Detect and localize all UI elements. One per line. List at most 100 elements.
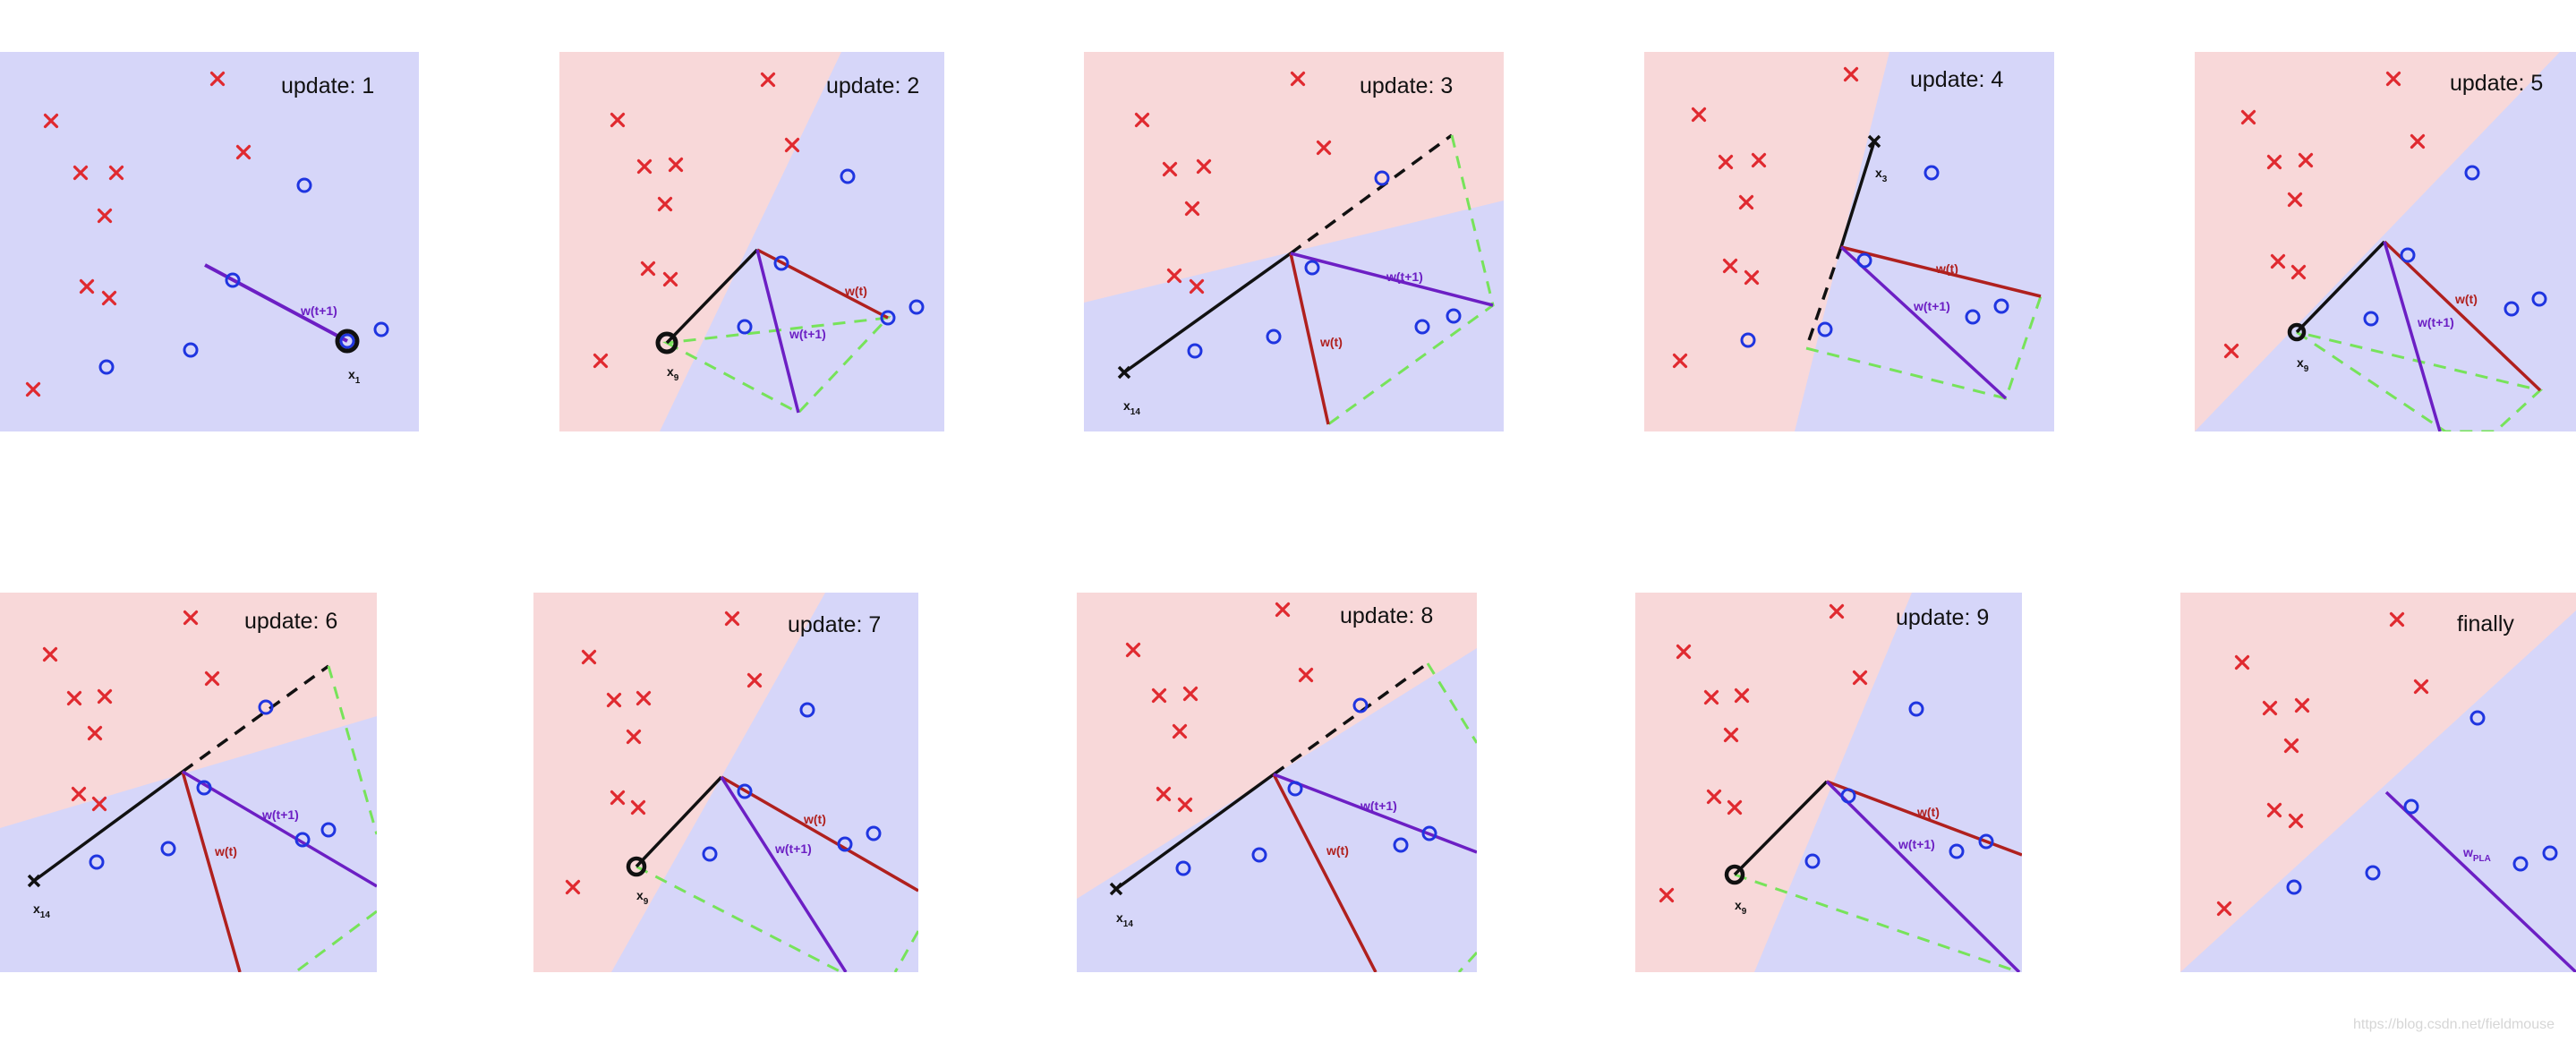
panel-7-cross-point: [630, 799, 646, 816]
panel-2-w-t-vector: [756, 248, 889, 320]
panel-6-red-region: [0, 593, 377, 828]
panel-10-cross-point: [2266, 802, 2282, 818]
panel-2-cross-point: [640, 260, 656, 277]
panel-5-cross-point: [2270, 253, 2286, 269]
panel-6-circle-point: [258, 699, 274, 715]
panel-2-cross-point: [784, 137, 800, 153]
panel-10-cross-point: [2234, 654, 2250, 670]
panel-9-cross-point: [1852, 670, 1868, 686]
panel-5-cross-point: [2223, 343, 2239, 359]
panel-3-cross-point: [1184, 201, 1200, 217]
panel-7-sum-dash-right: [893, 930, 918, 972]
panel-3-x-vector: [1122, 252, 1292, 374]
panel-1-cross-point: [209, 71, 226, 87]
panel-update-2: update: 2 w(t) w(t+1) x9: [559, 52, 944, 431]
panel-7-w-t1-vector: [720, 776, 848, 972]
panel-5-x-label: x9: [2297, 355, 2309, 374]
panel-2-w-t-label: w(t): [844, 284, 867, 298]
panel-3-circle-point: [1414, 319, 1430, 335]
panel-6-cross-point: [71, 786, 87, 802]
panel-6-circle-point: [320, 822, 337, 838]
panel-4-w-t-vector: [1840, 245, 2042, 298]
misclassified-cross-marker: [1117, 365, 1131, 380]
panel-6-x-label: x14: [33, 901, 50, 920]
panel-8-circle-point: [1393, 837, 1409, 853]
panel-5-cross-point: [2287, 192, 2303, 208]
panel-2-cross-point: [593, 353, 609, 369]
panel-8-circle-point: [1287, 781, 1303, 797]
panel-10-cross-point: [2216, 901, 2232, 917]
panel-3-x-label: x14: [1123, 398, 1140, 417]
panel-2-x-vector: [665, 248, 759, 345]
panel-update-7: update: 7 w(t) w(t+1) x9: [533, 593, 918, 972]
panel-5-w-t-label: w(t): [2454, 292, 2478, 306]
panel-4-cross-point: [1722, 258, 1738, 274]
panel-7-cross-point: [635, 690, 652, 706]
panel-4-circle-point: [1856, 252, 1872, 269]
misclassified-cross-marker: [1867, 134, 1881, 149]
panel-7-cross-point: [724, 611, 740, 627]
panel-9-x-label: x9: [1735, 898, 1747, 917]
panel-1-x-label: x1: [348, 367, 361, 386]
panel-2-x-point-outline: [655, 331, 678, 354]
panel-6-cross-point: [87, 725, 103, 741]
panel-10-cross-point: [2288, 813, 2304, 829]
panel-10-cross-point: [2389, 611, 2405, 628]
panel-3-circle-point: [1304, 260, 1320, 276]
panel-6-circle-point: [89, 854, 105, 870]
panel-4-cross-point: [1744, 269, 1760, 286]
panel-1-circle-point: [225, 272, 241, 288]
panel-9-title: update: 9: [1896, 605, 1989, 630]
panel-4-w-t1-label: w(t+1): [1913, 299, 1950, 313]
panel-6-cross-point: [183, 610, 199, 626]
panel-5-cross-point: [2385, 71, 2401, 87]
panel-9-cross-point: [1734, 688, 1750, 704]
panel-5-cross-point: [2298, 152, 2314, 168]
panel-9-w-t-vector: [1826, 780, 2022, 857]
panel-9-x-point-outline: [1724, 864, 1745, 885]
panel-1-cross-point: [108, 165, 124, 181]
panel-5-red-region: [2195, 52, 2560, 431]
panel-5-cross-point: [2240, 109, 2256, 125]
panel-7-circle-point: [866, 825, 882, 841]
panel-5-x-vector: [2295, 240, 2386, 334]
panel-4-cross-point: [1672, 353, 1688, 369]
panel-7-cross-point: [606, 692, 622, 708]
panel-6-cross-point: [91, 796, 107, 812]
panel-8-sum-dash-lower: [1457, 951, 1477, 972]
panel-10-cross-point: [2294, 697, 2310, 713]
panel-10-circle-point: [2286, 879, 2302, 895]
panel-5-circle-point: [2400, 247, 2416, 263]
panel-6-circle-point: [196, 780, 212, 796]
panel-3-cross-point: [1166, 268, 1182, 284]
panel-7-title: update: 7: [788, 612, 881, 637]
panel-6-sum-dash-lower: [294, 910, 377, 972]
panel-1-cross-point: [43, 113, 59, 129]
panel-3-cross-point: [1134, 112, 1150, 128]
panel-10-cross-point: [2262, 700, 2278, 716]
panel-2-x-label: x9: [667, 364, 679, 383]
panel-3-title: update: 3: [1360, 73, 1453, 98]
panel-6-w-t1-vector: [182, 770, 377, 888]
panel-3-circle-point: [1446, 308, 1462, 324]
panel-2-cross-point: [657, 196, 673, 212]
panel-4-x-vector: [1839, 141, 1876, 248]
panel-3-red-region: [1084, 52, 1504, 303]
panel-6-w-t-label: w(t): [214, 844, 237, 858]
panel-10-cross-point: [2413, 679, 2429, 695]
panel-2-cross-point: [668, 157, 684, 173]
panel-9-red-region: [1635, 593, 1912, 972]
panel-8-sum-dash: [1426, 662, 1477, 744]
panel-4-cross-point: [1751, 152, 1767, 168]
panel-8-w-t-label: w(t): [1326, 843, 1349, 858]
panel-7-x-point-outline: [626, 856, 647, 877]
panel-5-w-t1-label: w(t+1): [2417, 315, 2454, 329]
panel-2-circle-point: [737, 319, 753, 335]
panel-5-title: update: 5: [2450, 71, 2543, 96]
panel-2-circle-point: [840, 168, 856, 184]
panel-update-6: update: 6 w(t) w(t+1) x14: [0, 593, 377, 972]
panel-7-x-vector: [635, 775, 723, 868]
panel-7-sum-dash: [635, 865, 842, 972]
panel-8-cross-point: [1125, 642, 1141, 658]
panel-7-w-t1-label: w(t+1): [774, 841, 812, 856]
